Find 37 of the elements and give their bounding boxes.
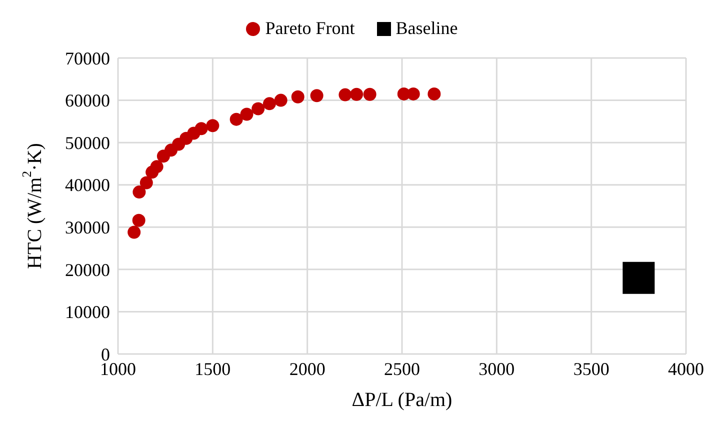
legend-label: Baseline <box>394 18 458 39</box>
point <box>230 112 243 126</box>
y-tick-label: 10000 <box>65 302 110 322</box>
point <box>428 87 441 100</box>
x-tick-label: 2500 <box>384 358 420 379</box>
y-tick-label: 0 <box>101 344 110 364</box>
x-tick-label: 2000 <box>289 358 326 379</box>
point <box>194 122 208 136</box>
point <box>206 119 220 132</box>
point <box>310 89 324 102</box>
point <box>363 88 376 101</box>
y-tick-label: 20000 <box>65 260 110 280</box>
point <box>240 108 254 121</box>
point <box>350 88 364 101</box>
x-tick-label: 4000 <box>668 358 704 379</box>
point <box>406 87 420 100</box>
point <box>150 160 164 174</box>
y-tick-label: 30000 <box>65 218 110 238</box>
x-tick-label: 3500 <box>573 358 610 379</box>
point <box>291 90 304 104</box>
x-tick-label: 1500 <box>194 358 231 379</box>
point <box>338 88 352 102</box>
x-axis-title: ΔP/L (Pa/m) <box>352 389 452 411</box>
point <box>132 186 146 199</box>
y-tick-label: 70000 <box>65 48 110 68</box>
point <box>622 262 655 294</box>
y-tick-label: 60000 <box>65 90 110 111</box>
legend-label: Pareto Front <box>264 18 355 39</box>
y-tick-label: 40000 <box>65 175 110 196</box>
point <box>252 102 265 116</box>
point <box>140 176 153 190</box>
point <box>132 214 146 227</box>
point <box>262 97 276 110</box>
y-tick-label: 50000 <box>65 132 110 153</box>
x-tick-label: 3000 <box>478 358 515 379</box>
point <box>274 94 288 107</box>
point <box>128 226 141 239</box>
